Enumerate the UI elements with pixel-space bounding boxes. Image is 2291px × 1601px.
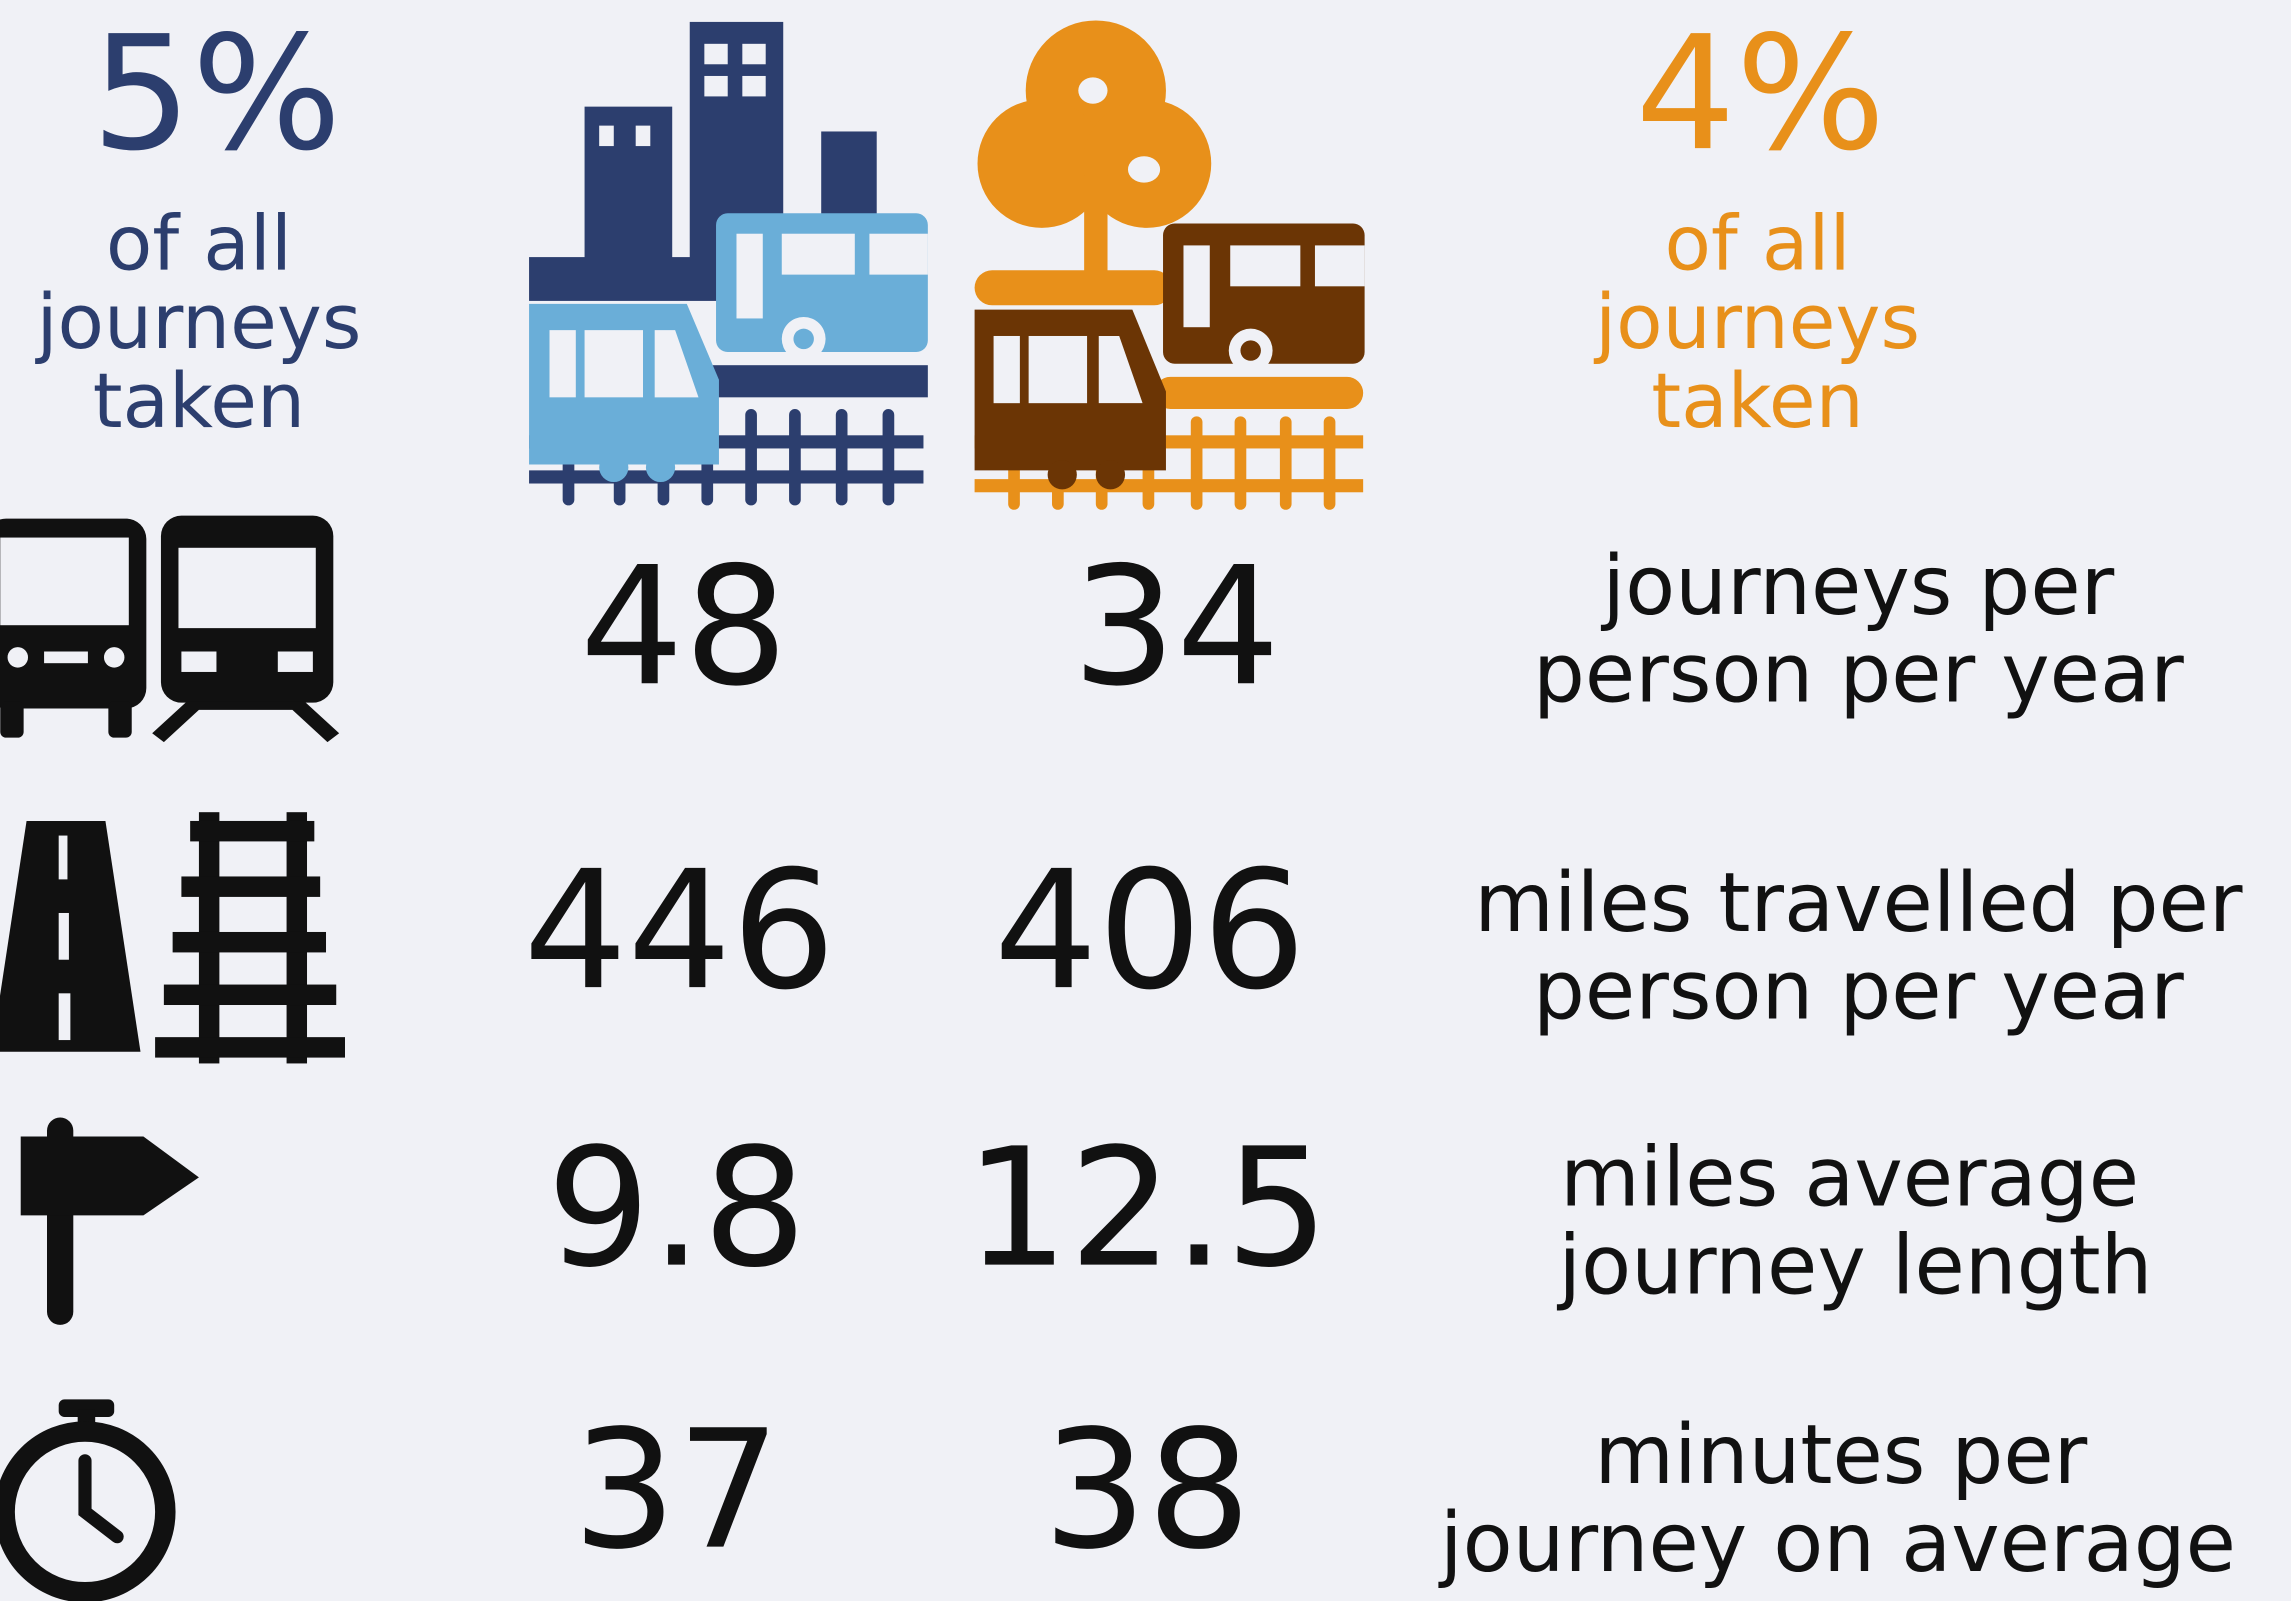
rural-percent: 4%: [1635, 3, 1885, 186]
row-label: journey length: [1556, 1218, 2152, 1313]
row-label: journeys per: [1600, 539, 2114, 634]
rural-caption: of all: [1665, 199, 1851, 287]
urban-percent: 5%: [91, 3, 341, 186]
urban-caption: taken: [93, 357, 305, 445]
row-label: miles travelled per: [1474, 856, 2243, 951]
rural-value: 34: [1072, 531, 1280, 722]
rural-value: 12.5: [965, 1113, 1329, 1304]
background: [0, 0, 2290, 1601]
urban-value: 9.8: [547, 1113, 807, 1304]
row-label: minutes per: [1594, 1408, 2087, 1503]
infographic: 5% of all journeys taken 4% of all journ…: [0, 0, 2291, 1601]
rural-value: 38: [1043, 1395, 1251, 1586]
rural-caption: journeys: [1593, 278, 1920, 366]
urban-value: 37: [573, 1395, 781, 1586]
urban-value: 446: [523, 835, 835, 1026]
urban-value: 48: [580, 531, 788, 722]
row-label: person per year: [1533, 627, 2184, 722]
page: 5% of all journeys taken 4% of all journ…: [0, 0, 2291, 1601]
rural-caption: taken: [1651, 357, 1863, 445]
row-label: person per year: [1533, 944, 2184, 1039]
rural-value: 406: [994, 835, 1306, 1026]
row-label: miles average: [1560, 1131, 2139, 1226]
urban-caption: of all: [106, 199, 292, 287]
urban-caption: journeys: [34, 278, 361, 366]
row-label: journey on average: [1438, 1496, 2236, 1591]
